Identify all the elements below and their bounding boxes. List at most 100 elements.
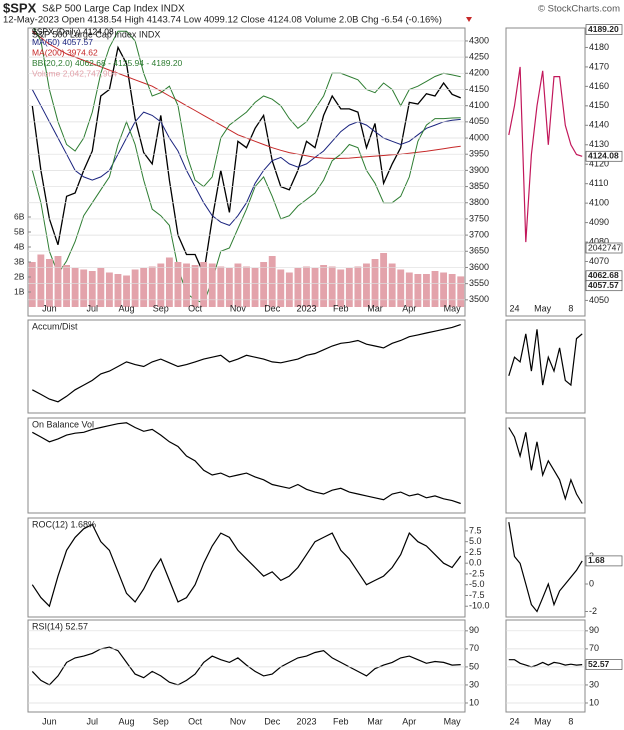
panel-frame (505, 27, 586, 317)
volume-bar (405, 272, 413, 307)
x-tick-label: May (534, 303, 552, 313)
series-line (33, 28, 461, 188)
indicator-line (508, 659, 583, 668)
x-tick-label: 2023 (296, 716, 316, 726)
y-tick-label: 0.0 (469, 558, 482, 568)
value-badge-label: 4057.57 (588, 280, 619, 290)
x-tick-label: 8 (568, 716, 573, 726)
value-badge-label: 4062.68 (588, 270, 619, 280)
y2-tick-label: 6B (14, 211, 25, 221)
volume-bar (148, 266, 156, 307)
x-tick-label: Jun (42, 303, 57, 313)
volume-bar (191, 265, 199, 307)
plot-area (508, 522, 583, 613)
down-arrow (466, 17, 472, 22)
y-tick-label: 90 (589, 625, 599, 635)
y-tick-label: 4120 (589, 159, 609, 169)
symbol: $SPX (3, 0, 37, 15)
y-tick-label: -2.5 (469, 568, 485, 578)
y-tick-label: 4050 (469, 116, 489, 126)
y-tick-label: 70 (469, 643, 479, 653)
y-tick-label: 4080 (589, 236, 609, 246)
y-tick-label: 4200 (469, 68, 489, 78)
x-tick-label: Sep (153, 716, 169, 726)
panel-frame (505, 517, 586, 618)
volume-bar (294, 268, 302, 307)
indicator-line (31, 646, 461, 686)
x-tick-label: Oct (188, 716, 203, 726)
plot-area (508, 427, 583, 504)
volume-bar (200, 262, 208, 307)
plot-area (508, 66, 583, 243)
x-tick-label: Apr (402, 303, 416, 313)
indicator-line (508, 522, 583, 613)
x-tick-label: 2023 (296, 303, 316, 313)
indicator-line (508, 329, 583, 387)
value-badge (585, 280, 623, 292)
y-tick-label: 3550 (469, 278, 489, 288)
volume-bar (123, 275, 130, 307)
volume-bar (448, 274, 456, 307)
y-tick-label: -2 (589, 606, 597, 616)
y-tick-label: 4150 (589, 100, 609, 110)
panel-frame (27, 619, 466, 713)
volume-bar (431, 271, 439, 307)
y-tick-label: 70 (589, 643, 599, 653)
y-tick-label: 4100 (589, 198, 609, 208)
volume-bar (165, 257, 173, 307)
volume-bar (423, 274, 430, 307)
volume-bar (320, 265, 328, 307)
y-tick-label: 10 (589, 697, 599, 707)
indicator-line (508, 427, 583, 504)
y-tick-label: 3600 (469, 262, 489, 272)
volume-bar (285, 272, 293, 307)
y-tick-label: 4300 (469, 35, 489, 45)
y-tick-label: 3500 (469, 294, 489, 304)
legend-entry: $SPX (Daily) 4124.08 (32, 26, 114, 36)
legend-entry: MA(200) 3974.62 (32, 47, 98, 57)
x-tick-label: Aug (119, 716, 135, 726)
volume-bar (251, 268, 259, 307)
volume-bar (345, 268, 353, 307)
y-tick-label: 3950 (469, 149, 489, 159)
volume-bar (243, 266, 250, 307)
panel-frame (27, 417, 466, 514)
volume-bar (217, 266, 225, 307)
value-badge-label: 4124.08 (588, 151, 619, 161)
y-tick-label: 5.0 (469, 536, 482, 546)
quote-line: 12-May-2023 Open 4138.54 High 4143.74 Lo… (3, 15, 442, 26)
volume-bar (140, 268, 148, 307)
volume-bar (97, 268, 105, 307)
volume-bar (157, 263, 165, 307)
y2-tick-label: 5B (14, 226, 25, 236)
volume-bar (225, 268, 233, 307)
y-tick-label: -5.0 (469, 579, 485, 589)
y2-tick-label: 1B (14, 286, 25, 296)
panel-frame (27, 517, 466, 618)
volume-bar (260, 262, 268, 307)
indicator-line (32, 324, 461, 403)
volume-bar (28, 262, 36, 307)
y2-tick-label: 4B (14, 241, 25, 251)
y-tick-label: 4150 (469, 84, 489, 94)
volume-bar (45, 259, 53, 307)
plot-area (28, 28, 465, 307)
value-badge (585, 24, 623, 35)
chart-title: S&P 500 Large Cap Index INDX (42, 4, 185, 15)
volume-bar (277, 269, 285, 307)
volume-bar (414, 274, 422, 307)
panel-frame (27, 319, 466, 414)
y-tick-label: 4160 (589, 81, 609, 91)
volume-bar (397, 269, 405, 307)
y-tick-label: 2.5 (469, 547, 482, 557)
x-tick-label: Dec (264, 303, 281, 313)
attribution: © StockCharts.com (538, 4, 620, 15)
volume-bar (131, 269, 139, 307)
y2-tick-label: 2B (14, 271, 25, 281)
panel-frame (505, 619, 586, 713)
panel-frame (505, 319, 586, 414)
x-tick-label: May (444, 716, 462, 726)
y-tick-label: 3650 (469, 246, 489, 256)
y-tick-label: 4130 (589, 139, 609, 149)
